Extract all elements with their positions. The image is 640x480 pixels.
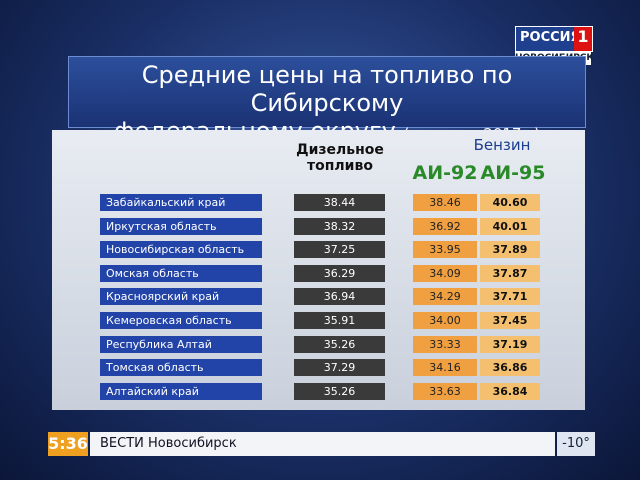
title: Средние цены на топливо по Сибирскому xyxy=(141,61,513,117)
price-cell: 33.95 xyxy=(413,241,477,259)
clock: 5:36 xyxy=(48,432,88,456)
price-cell: 38.44 xyxy=(294,194,385,211)
price-cell: 37.19 xyxy=(480,335,540,353)
price-cell: 37.25 xyxy=(294,241,385,259)
price-cell: 37.45 xyxy=(480,312,540,329)
price-cell: 36.29 xyxy=(294,264,385,282)
price-cell: 36.92 xyxy=(413,217,477,235)
price-cell: 34.16 xyxy=(413,359,477,377)
price-cell: 38.32 xyxy=(294,217,385,235)
column-header: Бензин xyxy=(473,136,531,154)
logo-channel: РОССИЯ xyxy=(520,30,581,45)
price-cell: 37.29 xyxy=(294,359,385,377)
region-cell: Республика Алтай xyxy=(100,335,262,353)
price-cell: 34.00 xyxy=(413,312,477,329)
price-cell: 37.87 xyxy=(480,264,540,282)
price-cell: 37.89 xyxy=(480,241,540,259)
price-cell: 38.46 xyxy=(413,194,477,211)
price-cell: 35.91 xyxy=(294,312,385,329)
table-panel: Дизельное топливо Бензин АИ-92 АИ-95 Заб… xyxy=(52,130,585,410)
price-cell: 34.29 xyxy=(413,288,477,306)
price-cell: 35.26 xyxy=(294,335,385,353)
price-cell: 34.09 xyxy=(413,264,477,282)
ticker-program: ВЕСТИ Новосибирск xyxy=(90,432,555,456)
price-cell: 33.33 xyxy=(413,335,477,353)
price-cell: 37.71 xyxy=(480,288,540,306)
region-cell: Новосибирская область xyxy=(100,241,262,259)
region-cell: Томская область xyxy=(100,359,262,377)
region-cell: Забайкальский край xyxy=(100,194,262,211)
price-cell: 40.60 xyxy=(480,194,540,211)
region-cell: Иркутская область xyxy=(100,217,262,235)
price-cell: 36.84 xyxy=(480,382,540,400)
logo: РОССИЯ 1 xyxy=(515,26,593,52)
temperature: -10° xyxy=(557,432,595,456)
title-box: Средние цены на топливо по Сибирскому фе… xyxy=(68,56,586,145)
price-cell: 33.63 xyxy=(413,382,477,400)
column-header: Дизельное топливо xyxy=(296,142,384,174)
region-cell: Алтайский край xyxy=(100,382,262,400)
logo-number: 1 xyxy=(574,27,592,51)
price-cell: 36.86 xyxy=(480,359,540,377)
region-cell: Омская область xyxy=(100,264,262,282)
price-cell: 36.94 xyxy=(294,288,385,306)
price-cell: 35.26 xyxy=(294,382,385,400)
region-cell: Кемеровская область xyxy=(100,312,262,329)
column-header: АИ-92 xyxy=(412,162,478,184)
region-cell: Красноярский край xyxy=(100,288,262,306)
column-header: АИ-95 xyxy=(480,162,546,184)
price-cell: 40.01 xyxy=(480,217,540,235)
